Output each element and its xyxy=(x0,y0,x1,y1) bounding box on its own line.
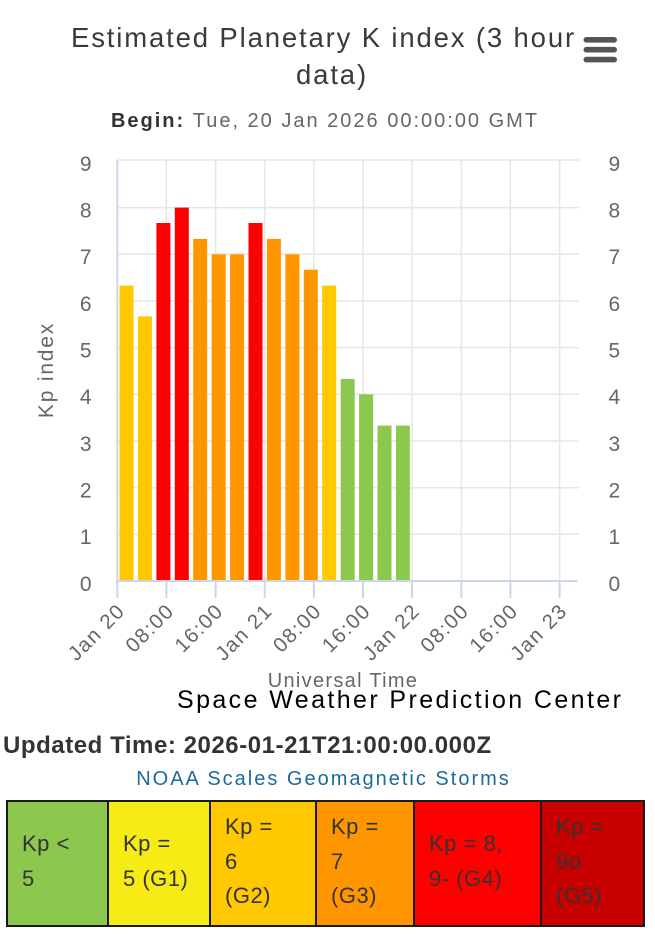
svg-text:9: 9 xyxy=(80,153,92,176)
svg-text:9: 9 xyxy=(609,153,621,176)
svg-text:6: 6 xyxy=(80,293,92,316)
svg-text:Estimated Planetary K index (3: Estimated Planetary K index (3 hour xyxy=(71,22,576,53)
svg-text:08:00: 08:00 xyxy=(416,599,474,657)
svg-text:5: 5 xyxy=(80,339,92,362)
svg-text:Universal Time: Universal Time xyxy=(268,670,418,692)
svg-text:0: 0 xyxy=(609,573,621,596)
svg-text:0: 0 xyxy=(80,573,92,596)
svg-text:7: 7 xyxy=(80,246,92,269)
svg-text:6: 6 xyxy=(609,293,621,316)
svg-text:3: 3 xyxy=(80,433,92,456)
svg-text:5: 5 xyxy=(609,339,621,362)
svg-text:1: 1 xyxy=(609,526,621,549)
svg-text:7: 7 xyxy=(609,246,621,269)
svg-text:data): data) xyxy=(296,59,368,90)
svg-text:08:00: 08:00 xyxy=(269,599,327,657)
svg-text:1: 1 xyxy=(80,526,92,549)
svg-text:2: 2 xyxy=(609,480,621,503)
svg-text:Begin: Tue, 20 Jan 2026 00:00:: Begin: Tue, 20 Jan 2026 00:00:00 GMT xyxy=(111,110,539,132)
svg-text:2: 2 xyxy=(80,480,92,503)
svg-text:4: 4 xyxy=(80,386,92,409)
svg-text:8: 8 xyxy=(609,199,621,222)
svg-text:08:00: 08:00 xyxy=(121,599,179,657)
svg-text:8: 8 xyxy=(80,199,92,222)
svg-text:Jan 20: Jan 20 xyxy=(64,599,130,665)
svg-text:4: 4 xyxy=(609,386,621,409)
svg-text:3: 3 xyxy=(609,433,621,456)
svg-text:Kp index: Kp index xyxy=(35,322,58,418)
